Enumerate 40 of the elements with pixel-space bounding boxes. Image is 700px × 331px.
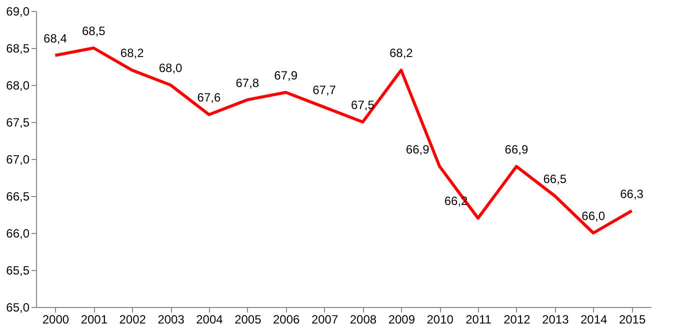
x-tick-label: 2015 [618,312,646,326]
data-label: 67,9 [274,68,298,82]
data-label: 68,2 [389,46,414,60]
x-tick-label: 2011 [466,312,492,326]
x-tick-label: 2006 [272,312,300,326]
y-tick-label: 68,0 [6,78,30,92]
x-tick-label: 2004 [196,312,224,326]
y-tick-label: 66,5 [6,190,30,204]
y-tick-label: 67,0 [6,152,30,166]
x-tick-label: 2005 [234,312,262,326]
data-label: 68,0 [158,61,183,75]
x-tick-label: 2008 [350,312,377,326]
y-tick-label: 66,0 [6,226,30,240]
x-tick-label: 2009 [388,312,416,326]
data-label: 67,8 [236,76,260,90]
y-tick-label: 67,5 [6,116,30,130]
x-tick-label: 2003 [158,312,185,326]
x-tick-label: 2013 [542,312,570,326]
data-label: 66,0 [582,209,606,223]
y-tick-label: 65,5 [6,264,30,278]
data-label: 66,5 [543,172,567,186]
x-tick-label: 2000 [42,312,70,326]
y-tick-label: 65,0 [6,300,30,314]
data-label: 68,4 [44,31,68,46]
x-tick-label: 2002 [119,312,146,326]
x-tick-label: 2012 [504,312,531,326]
y-tick-label: 68,5 [6,42,30,56]
data-label: 68,5 [82,24,106,38]
data-label: 66,3 [620,186,644,201]
data-label: 66,9 [504,142,528,156]
x-tick-label: 2001 [80,312,108,326]
y-tick-label: 69,0 [6,4,30,18]
x-tick-label: 2010 [426,312,454,326]
data-label: 67,5 [351,98,375,112]
data-label: 67,7 [312,83,336,98]
x-tick-label: 2014 [580,312,608,326]
x-tick-label: 2007 [311,312,338,326]
data-label: 67,6 [197,90,221,105]
data-label: 68,2 [120,46,144,60]
data-label: 66,9 [406,142,430,156]
